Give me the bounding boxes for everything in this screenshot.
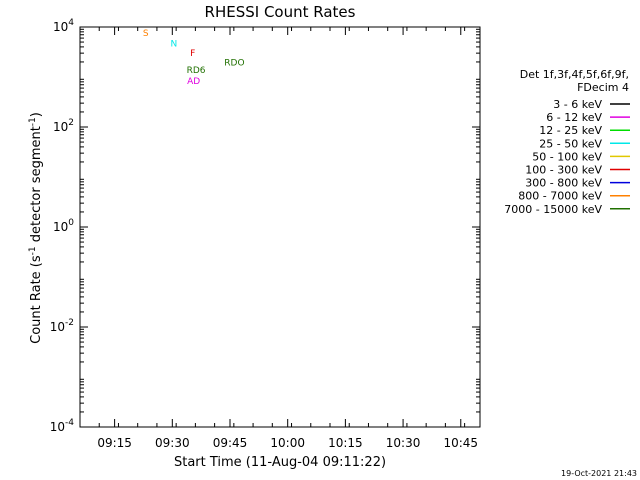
y-tick-label: 10-4 bbox=[50, 418, 75, 434]
flag-label-s: S bbox=[143, 29, 149, 39]
series-line-12-25-kev bbox=[195, 97, 414, 218]
y-tick-label: 100 bbox=[53, 218, 74, 234]
legend-label: 25 - 50 keV bbox=[539, 137, 602, 150]
flag-label-rd6: RD6 bbox=[187, 66, 206, 76]
y-axis-label: Count Rate (s-1 detector segment-1) bbox=[28, 112, 44, 344]
flag-label-rdo: RDO bbox=[224, 59, 244, 69]
series-line-300-800-kev bbox=[195, 168, 414, 182]
legend-header-decim: FDecim 4 bbox=[577, 81, 629, 94]
legend-label: 300 - 800 keV bbox=[525, 177, 602, 190]
flag-label-n: N bbox=[170, 39, 177, 49]
x-axis-label: Start Time (11-Aug-04 09:11:22) bbox=[174, 455, 386, 470]
legend-label: 50 - 100 keV bbox=[532, 150, 602, 163]
timestamp: 19-Oct-2021 21:43 bbox=[561, 469, 637, 478]
plot-content bbox=[80, 27, 480, 427]
y-tick-label: 102 bbox=[53, 118, 74, 134]
series-line-100-300-kev bbox=[195, 162, 414, 173]
x-tick-label: 10:30 bbox=[386, 436, 421, 450]
x-tick-label: 10:45 bbox=[443, 436, 478, 450]
y-tick-label: 10-2 bbox=[50, 318, 74, 334]
series-line-6-12-kev bbox=[207, 27, 415, 188]
series-line-25-50-kev bbox=[195, 203, 414, 214]
x-tick-label: 09:30 bbox=[155, 436, 190, 450]
legend-label: 12 - 25 keV bbox=[539, 124, 602, 137]
chart-title: RHESSI Count Rates bbox=[205, 3, 356, 21]
series-line-3-6-kev bbox=[207, 27, 415, 218]
plot-frame bbox=[79, 26, 481, 428]
series-line-50-100-kev bbox=[195, 188, 414, 192]
legend-label: 100 - 300 keV bbox=[525, 164, 602, 177]
x-tick-label: 10:00 bbox=[270, 436, 305, 450]
x-tick-label: 09:45 bbox=[213, 436, 248, 450]
axes: 10-4 10-2 100 102 104 09:15 09:30 09:45 10:00 10:… bbox=[50, 18, 481, 450]
legend-label: 7000 - 15000 keV bbox=[504, 203, 602, 216]
x-tick-label: 09:15 bbox=[97, 436, 132, 450]
legend-label: 3 - 6 keV bbox=[553, 98, 602, 111]
legend: Det 1f,3f,4f,5f,6f,9f, FDecim 4 3 - 6 ke… bbox=[504, 68, 630, 216]
legend-header: Det 1f,3f,4f,5f,6f,9f, bbox=[520, 68, 629, 81]
x-tick-label: 10:15 bbox=[328, 436, 363, 450]
legend-label: 6 - 12 keV bbox=[546, 111, 602, 124]
series-line-800-7000-kev bbox=[195, 192, 414, 327]
flag-label-ad: AD bbox=[187, 77, 200, 87]
y-tick-label: 104 bbox=[53, 18, 74, 34]
legend-label: 800 - 7000 keV bbox=[518, 190, 602, 203]
flag-label-f: F bbox=[190, 49, 195, 59]
